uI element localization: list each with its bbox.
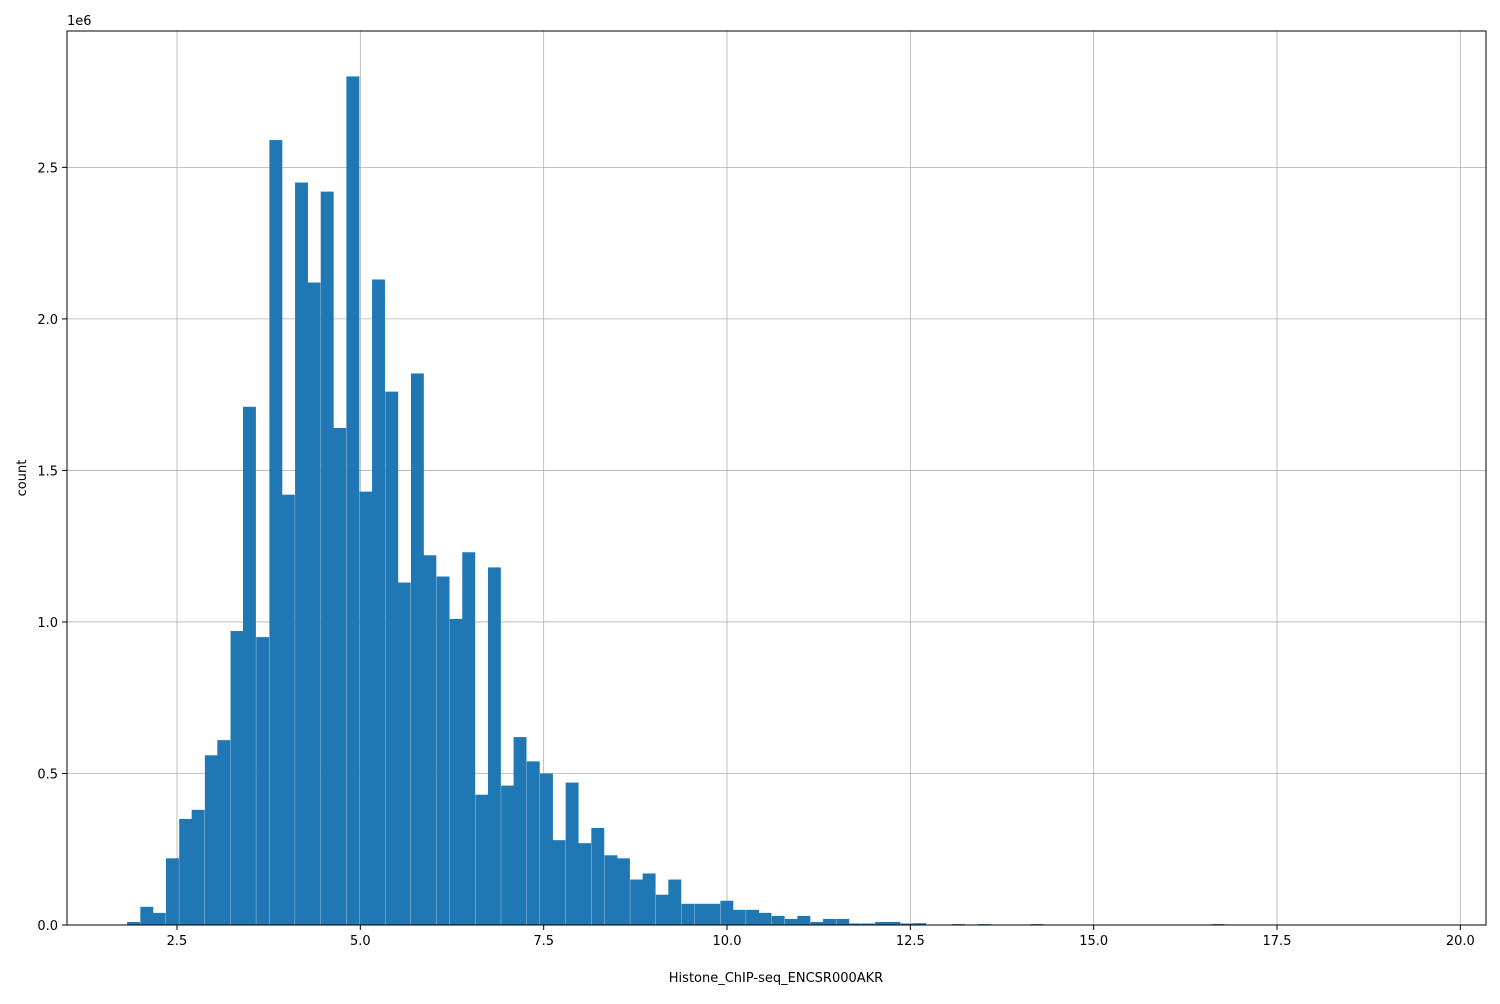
histogram-bar	[423, 555, 437, 925]
histogram-bar	[913, 923, 927, 925]
histogram-bar	[552, 840, 566, 925]
histogram-bar	[179, 818, 193, 925]
histogram-bar	[875, 921, 889, 925]
plot-area-frame	[66, 30, 1487, 926]
histogram-bar	[746, 909, 759, 925]
x-tick-label: 20.0	[1446, 934, 1475, 949]
histogram-bar	[281, 494, 295, 925]
histogram-bar	[385, 391, 399, 925]
histogram-bar	[204, 755, 218, 925]
histogram-bar	[397, 582, 411, 925]
histogram-bar	[487, 567, 501, 925]
histogram-bar	[732, 909, 746, 925]
histogram-bar	[784, 918, 798, 925]
histogram-bar	[230, 631, 244, 925]
histogram-bar	[243, 406, 256, 925]
histogram-bar	[694, 903, 708, 925]
histogram-bar	[513, 737, 527, 925]
y-axis-label: count	[15, 460, 30, 497]
y-tick-label: 1.5	[37, 464, 58, 479]
histogram-bar	[191, 809, 205, 925]
histogram-bar	[848, 923, 862, 925]
histogram-bar	[152, 912, 166, 925]
histogram-bar	[166, 858, 179, 925]
histogram-bar	[668, 879, 682, 925]
x-tick-label: 15.0	[1079, 934, 1108, 949]
y-tick-label: 2.0	[37, 313, 58, 328]
histogram-bar	[642, 873, 656, 925]
histogram-bar	[526, 761, 540, 925]
x-tick-label: 5.0	[350, 934, 371, 949]
y-tick-label: 0.5	[37, 767, 58, 782]
histogram-bar	[359, 491, 373, 925]
histogram-bar	[127, 921, 141, 925]
histogram-bar	[810, 921, 824, 925]
histogram-bar	[836, 918, 850, 925]
histogram-bar	[410, 373, 424, 925]
histogram-bar	[823, 918, 836, 925]
histogram-bar	[307, 282, 321, 925]
histogram-bar	[720, 900, 734, 925]
histogram-bar	[578, 843, 592, 925]
histogram-bar	[372, 279, 385, 925]
histogram-bar	[333, 427, 347, 925]
histogram-bar	[462, 552, 476, 925]
histogram-bar	[436, 576, 450, 925]
x-tick-label: 12.5	[896, 934, 925, 949]
histogram-bar	[900, 923, 914, 925]
histogram-bar	[655, 894, 669, 925]
x-axis-label: Histone_ChIP-seq_ENCSR000AKR	[669, 971, 883, 986]
histogram-bar	[758, 912, 772, 925]
x-tick-label: 17.5	[1263, 934, 1292, 949]
histogram-bar	[707, 903, 721, 925]
histogram-bar	[475, 794, 489, 925]
histogram-bar	[617, 858, 630, 925]
histogram-bar	[681, 903, 695, 925]
histogram-bar	[140, 906, 154, 925]
y-axis-ticks: 0.0 0.5 1.0 1.5 2.0 2.5	[37, 161, 67, 934]
x-tick-label: 7.5	[533, 934, 554, 949]
histogram-bar	[501, 785, 515, 925]
histogram-bar	[565, 782, 579, 925]
histogram-bar	[630, 879, 644, 925]
y-tick-label: 0.0	[37, 919, 58, 934]
x-tick-label: 2.5	[167, 934, 188, 949]
histogram-bar	[269, 140, 283, 925]
histogram-bar	[540, 773, 553, 925]
histogram-bar	[346, 76, 360, 925]
y-scale-offset-label: 1e6	[67, 14, 92, 29]
y-tick-label: 2.5	[37, 161, 58, 176]
x-axis-ticks: 2.5 5.0 7.5 10.0 12.5 15.0 17.5 20.0	[167, 925, 1475, 949]
y-tick-label: 1.0	[37, 616, 58, 631]
histogram-bars	[127, 76, 1225, 926]
histogram-bar	[295, 182, 308, 926]
histogram-bar	[449, 618, 463, 925]
x-tick-label: 10.0	[713, 934, 742, 949]
histogram-bar	[217, 740, 231, 925]
histogram-bar	[256, 637, 270, 925]
histogram-bar	[604, 855, 618, 925]
histogram-bar	[591, 828, 605, 925]
histogram-bar	[320, 191, 334, 925]
histogram-bar	[861, 923, 875, 925]
histogram-bar	[771, 915, 785, 925]
histogram-bar	[887, 921, 901, 925]
histogram-bar	[797, 915, 811, 925]
